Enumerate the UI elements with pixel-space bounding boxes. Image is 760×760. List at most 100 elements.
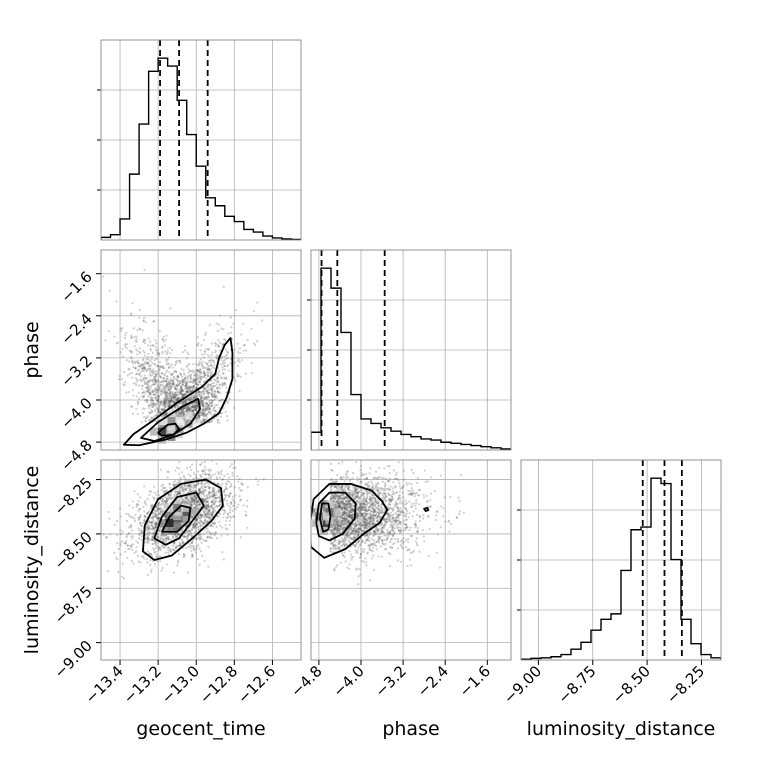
scatter-point <box>143 366 146 369</box>
scatter-point <box>238 389 241 393</box>
scatter-point <box>156 514 159 517</box>
scatter-point <box>200 515 204 519</box>
scatter-point <box>214 506 217 509</box>
scatter-point <box>178 402 181 405</box>
scatter-point <box>152 320 156 323</box>
scatter-point <box>360 512 363 515</box>
scatter-point <box>203 497 207 501</box>
scatter-point <box>207 509 211 512</box>
scatter-point <box>193 531 196 534</box>
scatter-point <box>189 490 193 493</box>
scatter-point <box>161 350 164 353</box>
scatter-point <box>197 515 200 519</box>
scatter-point <box>172 400 175 403</box>
scatter-point <box>186 388 189 391</box>
scatter-point <box>140 364 143 367</box>
scatter-point <box>199 533 202 537</box>
scatter-point <box>154 510 157 513</box>
scatter-point <box>356 499 359 502</box>
scatter-point <box>148 411 151 414</box>
scatter-point <box>332 544 335 548</box>
scatter-point <box>340 524 343 528</box>
scatter-point <box>187 362 191 366</box>
scatter-point <box>167 356 171 359</box>
scatter-point <box>178 412 181 415</box>
scatter-point <box>196 500 199 503</box>
scatter-point <box>139 561 142 564</box>
scatter-point <box>184 385 187 388</box>
scatter-point <box>221 368 225 371</box>
scatter-point <box>130 535 133 538</box>
scatter-point <box>142 396 145 399</box>
scatter-point <box>166 381 169 384</box>
scatter-point <box>348 511 352 514</box>
x-tick-label: −13.0 <box>158 662 203 707</box>
scatter-point <box>184 497 187 500</box>
scatter-point <box>133 335 136 338</box>
scatter-point <box>209 486 212 489</box>
scatter-point <box>201 523 204 526</box>
scatter-point <box>203 366 206 369</box>
scatter-point <box>173 385 176 388</box>
scatter-point <box>196 481 199 484</box>
scatter-point <box>156 541 159 544</box>
scatter-point <box>216 376 219 379</box>
scatter-point <box>240 359 244 362</box>
scatter-point <box>191 388 194 392</box>
scatter-point <box>192 405 195 409</box>
scatter-point <box>193 377 196 380</box>
scatter-point <box>369 467 372 470</box>
scatter-point <box>186 407 189 410</box>
scatter-point <box>157 400 160 403</box>
scatter-point <box>163 486 167 489</box>
scatter-point <box>198 374 202 378</box>
scatter-point <box>163 373 166 376</box>
scatter-point <box>217 323 221 326</box>
scatter-point <box>178 380 181 383</box>
scatter-point <box>203 522 206 525</box>
scatter-point <box>170 378 173 382</box>
scatter-point <box>158 529 161 532</box>
scatter-point <box>207 505 210 508</box>
scatter-point <box>179 390 182 394</box>
scatter-point <box>234 466 237 469</box>
scatter-point <box>202 403 205 406</box>
scatter-point <box>143 407 146 410</box>
scatter-point <box>191 553 194 556</box>
scatter-point <box>119 507 122 510</box>
scatter-point <box>196 405 200 408</box>
scatter-point <box>176 376 179 379</box>
scatter-point <box>130 524 133 527</box>
scatter-point <box>171 392 174 395</box>
scatter-point <box>410 505 414 508</box>
scatter-point <box>150 396 153 399</box>
scatter-point <box>165 536 168 540</box>
scatter-point <box>195 402 198 405</box>
scatter-point <box>176 535 179 538</box>
scatter-point <box>174 533 177 536</box>
scatter-point <box>178 382 182 385</box>
scatter-point <box>372 510 375 514</box>
scatter-point <box>351 529 355 532</box>
scatter-point <box>195 369 198 372</box>
scatter-point <box>199 368 202 371</box>
scatter-point <box>168 366 171 369</box>
scatter-point <box>155 346 158 349</box>
scatter-point <box>233 501 237 505</box>
scatter-point <box>209 364 212 367</box>
scatter-point <box>159 549 162 552</box>
scatter-point <box>161 545 164 548</box>
scatter-point <box>224 496 227 499</box>
scatter-point <box>130 545 133 549</box>
scatter-point <box>375 506 378 509</box>
scatter-point <box>170 385 174 388</box>
scatter-point <box>216 396 219 399</box>
scatter-point <box>129 544 132 547</box>
scatter-point <box>151 517 154 520</box>
scatter-point <box>155 365 159 368</box>
scatter-point <box>183 400 186 403</box>
scatter-point <box>151 538 154 541</box>
scatter-point <box>150 554 154 557</box>
scatter-point <box>221 343 224 346</box>
